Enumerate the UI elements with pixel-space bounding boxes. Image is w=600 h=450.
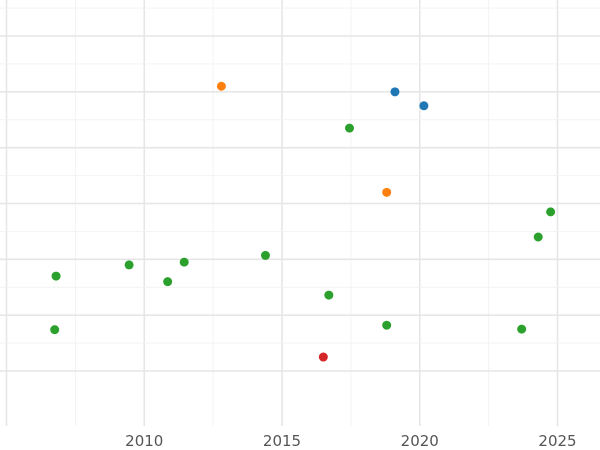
- data-point-green: [546, 207, 556, 217]
- x-tick-label: 2010: [125, 432, 163, 450]
- data-point-green: [50, 325, 60, 335]
- x-tick-label: 2020: [401, 432, 439, 450]
- data-point-green: [179, 257, 189, 267]
- data-point-green: [324, 290, 334, 300]
- data-point-green: [533, 232, 543, 242]
- x-axis-tick-labels: 2010 2015 2020 2025: [125, 432, 576, 450]
- data-point-orange: [382, 187, 392, 197]
- chart-grid: [0, 0, 600, 426]
- data-point-green: [517, 324, 527, 334]
- data-point-green: [382, 320, 392, 330]
- data-point-green: [124, 260, 134, 270]
- data-point-orange: [216, 81, 226, 91]
- x-tick-label: 2015: [263, 432, 301, 450]
- data-point-green: [51, 271, 61, 281]
- data-point-green: [260, 250, 270, 260]
- data-point-blue: [390, 87, 400, 97]
- data-point-blue: [419, 101, 429, 111]
- data-point-red: [318, 352, 328, 362]
- data-point-green: [344, 123, 354, 133]
- data-points: [50, 81, 556, 362]
- x-tick-label: 2025: [538, 432, 576, 450]
- data-point-green: [163, 277, 173, 287]
